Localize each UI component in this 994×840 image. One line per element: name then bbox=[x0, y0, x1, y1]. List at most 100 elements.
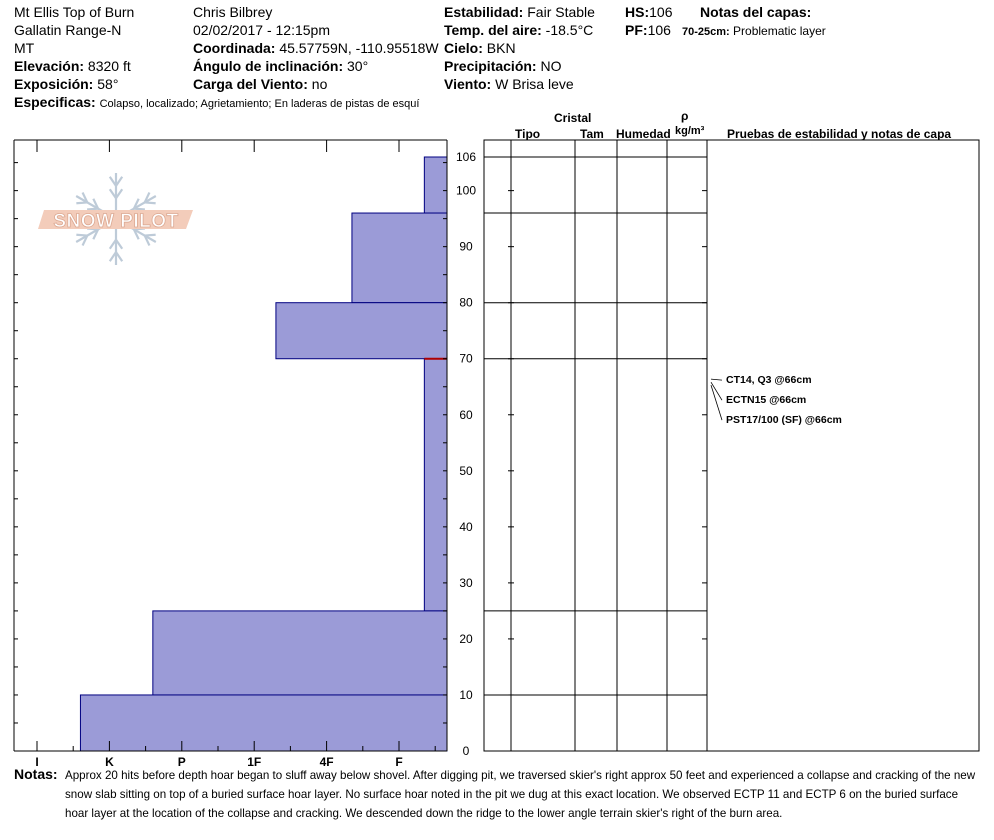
snowflake-branch bbox=[115, 239, 124, 250]
layer-notes-label: Notas del capas: bbox=[700, 4, 812, 20]
snowflake-branch bbox=[81, 192, 89, 203]
incline-value: 30° bbox=[347, 58, 369, 74]
snowflake-branch bbox=[132, 228, 140, 240]
type-header: Tipo bbox=[515, 127, 541, 141]
air-temp-label: Temp. del aire: bbox=[444, 22, 542, 38]
hardness-bar bbox=[79, 694, 448, 752]
density-unit-header: kg/m³ bbox=[675, 125, 705, 137]
snowflake-branch bbox=[108, 188, 117, 199]
sky-value: BKN bbox=[486, 40, 516, 56]
snow-pilot-logo: SNOW PILOT bbox=[38, 173, 193, 265]
y-tick-label: 80 bbox=[459, 296, 473, 310]
y-tick-label: 50 bbox=[459, 464, 473, 478]
snowflake-branch bbox=[133, 207, 145, 211]
aspect-value: 58° bbox=[97, 76, 119, 92]
moisture-header: Humedad bbox=[616, 127, 671, 141]
penetration-foot: PF:106 bbox=[625, 22, 671, 39]
snowflake-arm bbox=[115, 195, 157, 220]
wind: Viento: W Brisa leve bbox=[444, 76, 574, 93]
hardness-bar bbox=[423, 358, 448, 612]
logo-banner bbox=[38, 210, 193, 229]
y-tick-label: 70 bbox=[459, 352, 473, 366]
sky: Cielo: BKN bbox=[444, 40, 516, 57]
stability-value: Fair Stable bbox=[527, 4, 595, 20]
precipitation: Precipitación: NO bbox=[444, 58, 561, 75]
aspect-label: Exposición: bbox=[14, 76, 94, 92]
stability-test-label: ECTN15 @66cm bbox=[726, 394, 806, 406]
y-tick-label: 30 bbox=[459, 576, 473, 590]
snowflake-branch bbox=[76, 233, 88, 237]
tests-header: Pruebas de estabilidad y notas de capa bbox=[727, 127, 952, 141]
snowflake-branch bbox=[108, 251, 117, 262]
incline-label: Ángulo de inclinación: bbox=[193, 58, 344, 74]
snowflake-branch bbox=[144, 233, 156, 237]
pf-value: 106 bbox=[647, 22, 671, 38]
precip-value: NO bbox=[540, 58, 562, 74]
snowflake-branch bbox=[87, 207, 99, 211]
snowflake-branch bbox=[143, 235, 151, 246]
state-name: MT bbox=[14, 40, 35, 56]
specifics-label: Especificas: bbox=[14, 94, 96, 110]
notes-text: Approx 20 hits before depth hoar began t… bbox=[65, 769, 976, 820]
elevation-label: Elevación: bbox=[14, 58, 85, 74]
snowflake-branch bbox=[133, 227, 145, 231]
snowflake-branch bbox=[81, 235, 89, 246]
specifics: Especificas: Colapso, localizado; Agriet… bbox=[14, 94, 419, 113]
snowflake-arm bbox=[115, 218, 157, 243]
stability: Estabilidad: Fair Stable bbox=[444, 4, 595, 21]
stability-label: Estabilidad: bbox=[444, 4, 524, 20]
air-temp: Temp. del aire: -18.5°C bbox=[444, 22, 593, 39]
incline: Ángulo de inclinación: 30° bbox=[193, 58, 368, 75]
y-tick-label: 90 bbox=[459, 240, 473, 254]
wind-load-value: no bbox=[311, 76, 328, 92]
coord-value: 45.57759N, -110.95518W bbox=[279, 40, 439, 56]
layer-note-text: Problematic layer bbox=[733, 24, 826, 38]
pf-label: PF: bbox=[625, 22, 648, 38]
wind-load: Carga del Viento: no bbox=[193, 76, 327, 93]
hs-label: HS: bbox=[625, 4, 650, 20]
hardness-bar bbox=[423, 156, 448, 214]
air-temp-value: -18.5°C bbox=[545, 22, 594, 38]
hardness-bar bbox=[152, 610, 448, 696]
crystal-header: Cristal bbox=[554, 111, 592, 125]
snowflake-branch bbox=[115, 188, 124, 199]
coord-label: Coordinada: bbox=[193, 40, 276, 56]
snowflake-branch bbox=[92, 198, 100, 210]
test-arrow bbox=[710, 381, 723, 401]
snowflake-arm bbox=[75, 195, 117, 220]
specifics-value: Colapso, localizado; Agrietamiento; En l… bbox=[99, 98, 420, 110]
hs-value: 106 bbox=[649, 4, 673, 20]
hardness-bar bbox=[275, 302, 448, 360]
observer-name: Chris Bilbrey bbox=[193, 4, 273, 20]
snowflake-branch bbox=[115, 251, 124, 262]
logo-text: SNOW PILOT bbox=[53, 211, 178, 232]
range-name: Gallatin Range-N bbox=[14, 22, 122, 38]
y-tick-label: 10 bbox=[459, 688, 473, 702]
snowflake-branch bbox=[87, 227, 99, 231]
elevation-value: 8320 ft bbox=[87, 58, 131, 74]
y-tick-label: 106 bbox=[456, 150, 476, 164]
location-name: Mt Ellis Top of Burn bbox=[14, 4, 135, 20]
wind-label: Viento: bbox=[444, 76, 492, 92]
y-tick-label: 40 bbox=[459, 520, 473, 534]
snowflake-branch bbox=[76, 201, 88, 205]
sky-label: Cielo: bbox=[444, 40, 483, 56]
snow-height: HS:106 bbox=[625, 4, 672, 21]
rho-header: ρ bbox=[681, 109, 689, 123]
notes-label: Notas: bbox=[14, 766, 58, 782]
snowflake-branch bbox=[115, 176, 124, 187]
y-tick-label: 0 bbox=[463, 744, 470, 758]
stability-test-label: CT14, Q3 @66cm bbox=[726, 374, 812, 386]
layer-note: 70-25cm: Problematic layer bbox=[682, 23, 826, 41]
size-header: Tam bbox=[580, 127, 604, 141]
stability-test-label: PST17/100 (SF) @66cm bbox=[726, 414, 842, 426]
y-tick-label: 20 bbox=[459, 632, 473, 646]
hardness-bar bbox=[351, 212, 448, 304]
wind-value: W Brisa leve bbox=[495, 76, 574, 92]
snowflake-icon bbox=[75, 173, 157, 265]
test-arrow bbox=[710, 385, 723, 421]
date-time: 02/02/2017 - 12:15pm bbox=[193, 22, 330, 38]
test-arrow bbox=[710, 378, 723, 381]
y-tick-label: 100 bbox=[456, 184, 476, 198]
precip-label: Precipitación: bbox=[444, 58, 537, 74]
